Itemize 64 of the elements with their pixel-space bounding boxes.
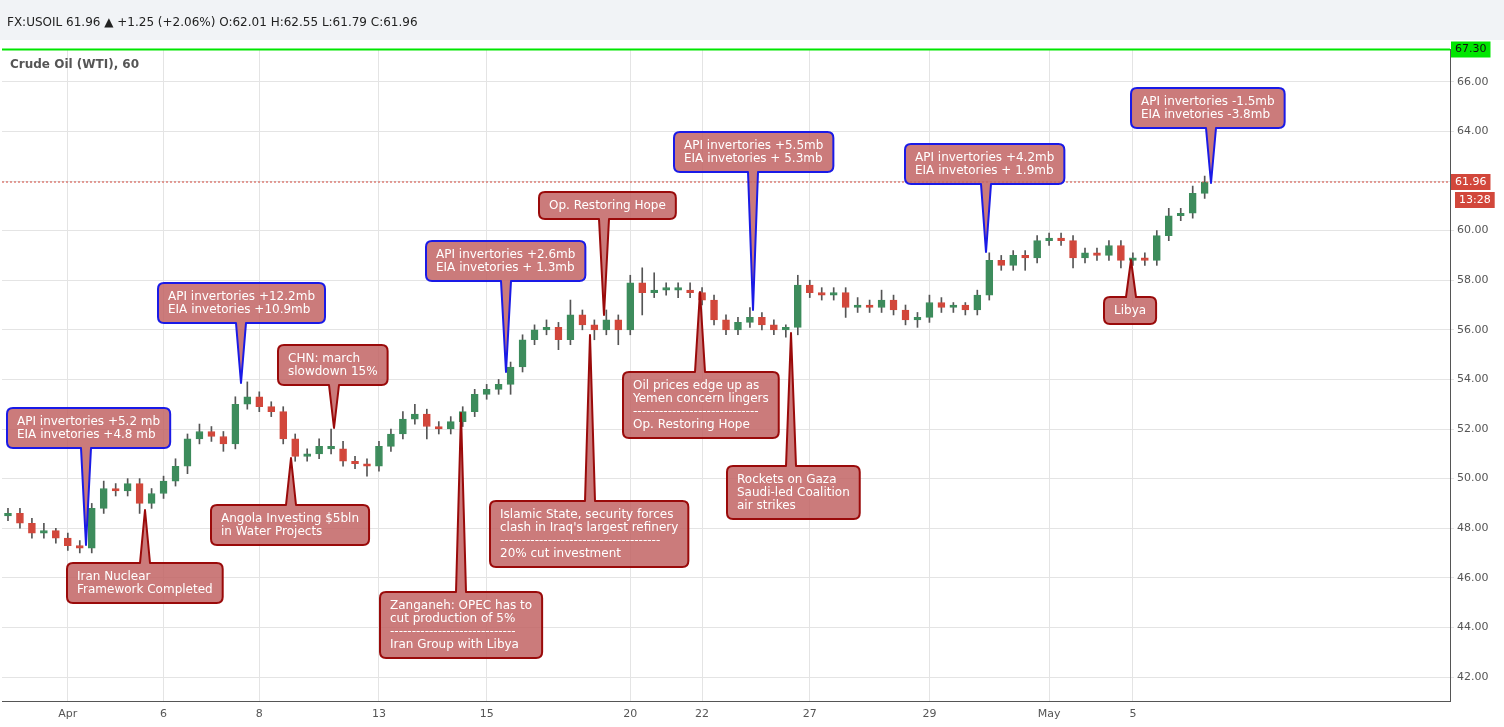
- x-tick-label: 6: [160, 707, 168, 721]
- candlestick: [1093, 247, 1101, 261]
- x-tick-label: 5: [1129, 707, 1137, 721]
- annotation: Angola Investing $5bln in Water Projects: [221, 511, 360, 538]
- y-tick-label: 54.00: [1457, 372, 1489, 386]
- candlestick: [686, 282, 694, 298]
- x-tick-label: 15: [479, 707, 494, 721]
- candlestick: [829, 287, 838, 301]
- y-tick-label: 46.00: [1457, 570, 1489, 584]
- text: Crude Oil (WTI), 60: [10, 56, 140, 71]
- y-tick-label: 50.00: [1457, 471, 1489, 485]
- candlestick: [1045, 232, 1053, 246]
- candlestick: [662, 282, 670, 296]
- candlestick: [434, 421, 443, 435]
- annotation: API invertories -1.5mb EIA invetories -3.8mb: [1141, 94, 1275, 121]
- y-tick-label: 56.00: [1457, 322, 1489, 336]
- candlestick: [75, 540, 84, 554]
- x-tick-label: May: [1037, 707, 1061, 721]
- chart-subtitle: FX:USOIL 61.96 ▲ +1.25 (+2.06%) O:62.01 H:62.55 L:61.79 C:61.96: [7, 15, 418, 29]
- annotation: API invertories +12.2mb EIA invetories +10.9mb: [168, 289, 315, 316]
- candlestick: [1057, 232, 1065, 246]
- y-tick-label: 58.00: [1457, 273, 1489, 287]
- candlestick: [638, 267, 647, 316]
- annotation: API invertories +2.6mb EIA invetories + 1.3mb: [436, 247, 576, 274]
- annotation: Oil prices edge up as Yemen concern lingers ----------------------------- Op. Restoring Hope: [632, 378, 769, 431]
- annotation: Rockets on Gaza Saudi-led Coalition air strikes: [737, 472, 850, 512]
- annotation: API invertories +4.2mb EIA invetories + 1.9mb: [915, 150, 1055, 177]
- x-tick-label: 22: [695, 707, 710, 721]
- y-tick-label: 60.00: [1457, 223, 1489, 237]
- x-tick-label: 27: [802, 707, 817, 721]
- annotation: Iran Nuclear Framework Completed: [77, 569, 213, 596]
- candlestick: [1021, 250, 1029, 271]
- x-tick-label: 8: [255, 707, 263, 721]
- candlestick: [650, 272, 659, 298]
- x-tick-label: 20: [623, 707, 638, 721]
- annotation: CHN: march slowdown 15%: [288, 351, 378, 378]
- y-tick-label: 52.00: [1457, 421, 1489, 435]
- candlestick: [363, 458, 371, 477]
- y-tick-label: 66.00: [1457, 74, 1489, 88]
- candlestick: [4, 508, 12, 522]
- candlestick: [674, 282, 682, 298]
- annotation: Op. Restoring Hope: [549, 198, 666, 212]
- ref-line-label: 67.30: [1455, 42, 1487, 56]
- candlestick: [327, 428, 335, 455]
- candlestick: [817, 287, 826, 301]
- x-tick-label: 29: [922, 707, 937, 721]
- x-tick-label: Apr: [58, 707, 78, 721]
- annotation: API invertories +5.5mb EIA invetories + 5.3mb: [684, 138, 824, 165]
- candlestick: [111, 483, 120, 497]
- text: 13:28: [1459, 192, 1491, 206]
- annotation: Zanganeh: OPEC has to cut production of 5% ----------------------------- Iran Group with Libya: [390, 598, 533, 651]
- x-tick-label: 13: [371, 707, 386, 721]
- y-tick-label: 42.00: [1457, 669, 1489, 683]
- annotation: Islamic State, security forces clash in Iraq's largest refinery ------------------------------------- 20% cut investment: [500, 507, 679, 560]
- y-tick-label: 44.00: [1457, 620, 1489, 634]
- ref-line-label: 61.96: [1455, 174, 1487, 188]
- candlestick: [782, 324, 790, 338]
- candlestick: [351, 455, 359, 470]
- candlestick: [1176, 207, 1185, 222]
- candlestick: [1141, 252, 1149, 266]
- annotation: API invertories +5.2 mb EIA invetories +4.8 mb: [17, 414, 161, 441]
- y-tick-label: 48.00: [1457, 521, 1489, 535]
- annotation: Libya: [1114, 303, 1147, 317]
- y-tick-label: 64.00: [1457, 124, 1489, 138]
